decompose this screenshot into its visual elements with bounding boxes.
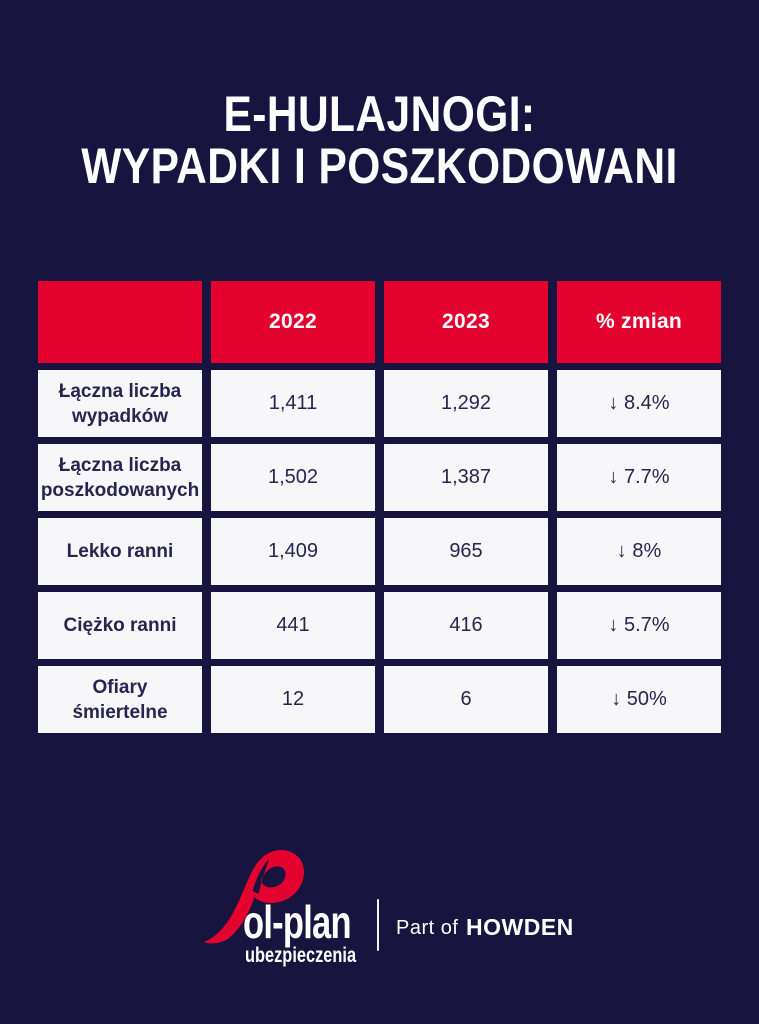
table-header-2022: 2022 xyxy=(211,281,375,363)
value-2023: 1,387 xyxy=(384,444,548,511)
value-change: ↓ 8% xyxy=(557,518,721,585)
value-2023: 1,292 xyxy=(384,370,548,437)
page-title: E-HULAJNOGI: WYPADKI I POSZKODOWANI xyxy=(0,88,759,192)
value-2022: 1,502 xyxy=(211,444,375,511)
value-change: ↓ 8.4% xyxy=(557,370,721,437)
statistics-table: 2022 2023 % zmian Łączna liczba wypadków… xyxy=(38,281,721,733)
value-2022: 1,409 xyxy=(211,518,375,585)
table-header-change: % zmian xyxy=(557,281,721,363)
value-2022: 12 xyxy=(211,666,375,733)
howden-wordmark: HOWDEN xyxy=(466,914,574,940)
value-change: ↓ 5.7% xyxy=(557,592,721,659)
row-label: Lekko ranni xyxy=(38,518,202,585)
row-label: Ciężko ranni xyxy=(38,592,202,659)
part-of-label: Part of xyxy=(396,917,459,939)
page-title-line1: E-HULAJNOGI: xyxy=(223,86,536,142)
polplan-subtitle: ubezpieczenia xyxy=(245,944,357,967)
logo-divider xyxy=(377,899,379,951)
value-change: ↓ 7.7% xyxy=(557,444,721,511)
row-label: Łączna liczba wypadków xyxy=(38,370,202,437)
row-label: Łączna liczba poszkodowanych xyxy=(38,444,202,511)
value-2022: 441 xyxy=(211,592,375,659)
value-change: ↓ 50% xyxy=(557,666,721,733)
value-2023: 6 xyxy=(384,666,548,733)
page-title-line2: WYPADKI I POSZKODOWANI xyxy=(81,138,678,194)
row-label: Ofiary śmiertelne xyxy=(38,666,202,733)
value-2023: 416 xyxy=(384,592,548,659)
table-header-empty xyxy=(38,281,202,363)
polplan-logo-p-icon xyxy=(204,849,304,944)
polplan-wordmark: ol-plan xyxy=(243,896,352,948)
value-2023: 965 xyxy=(384,518,548,585)
value-2022: 1,411 xyxy=(211,370,375,437)
table-header-2023: 2023 xyxy=(384,281,548,363)
